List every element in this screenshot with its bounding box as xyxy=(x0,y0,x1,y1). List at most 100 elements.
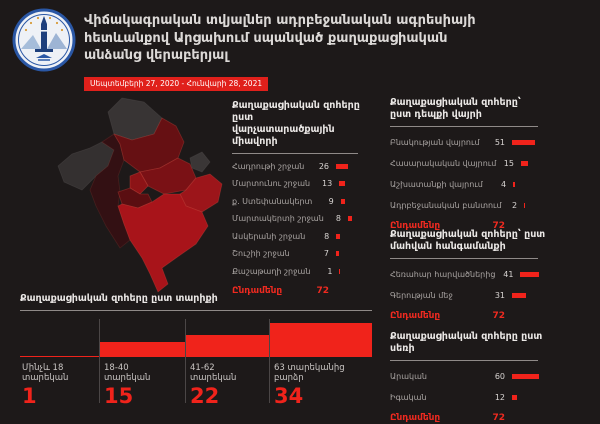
age-value: 22 xyxy=(190,384,220,408)
stat-value: 31 xyxy=(494,290,505,300)
section-title-line: Քաղաքացիական զոհերը՝ xyxy=(390,97,521,108)
section-by-place: Քաղաքացիական զոհերը՝ ըստ դեպքի վայրի Բնակ… xyxy=(390,97,546,232)
age-bar xyxy=(270,323,372,357)
stat-value: 41 xyxy=(503,269,514,279)
stat-bar xyxy=(336,233,340,239)
age-category-line: 63 տարեկանից xyxy=(274,363,345,373)
stat-bar-track xyxy=(520,271,546,277)
stat-bar xyxy=(512,139,535,145)
artsakh-ombudsman-logo xyxy=(12,8,76,72)
age-category-line: 41-62 xyxy=(190,363,215,373)
stat-row: Աշխատանքի վայրում 4 xyxy=(390,178,546,190)
age-bar xyxy=(100,342,185,357)
map-region-hadrut xyxy=(117,193,209,293)
age-bar xyxy=(20,356,99,357)
stat-row: Շուշիի շրջան 7 xyxy=(232,248,378,259)
section-title-line: վարչատարածքային միավորի xyxy=(232,124,335,147)
total-row: Ընդամենը 72 xyxy=(390,310,546,322)
stat-row: Հասարակական վայրում 15 xyxy=(390,157,546,169)
stat-bar xyxy=(520,160,528,166)
section-title: Քաղաքացիական զոհերը՝ ըստ մահվան հանգամանք… xyxy=(390,229,546,253)
total-label: Ընդամենը xyxy=(390,311,441,321)
section-by-admin-unit: Քաղաքացիական զոհերը ըստ վարչատարածքային մ… xyxy=(232,100,378,297)
stat-bar-track xyxy=(512,139,546,145)
stat-label: Գերության մեջ xyxy=(390,290,453,300)
total-label: Ընդամենը xyxy=(232,286,283,296)
section-title-line: Քաղաքացիական զոհերը՝ ըստ xyxy=(390,229,546,240)
stat-bar xyxy=(513,181,515,187)
date-range-badge: Սեպտեմբերի 27, 2020 - Հունվարի 28, 2021 xyxy=(84,77,269,91)
total-label: Ընդամենը xyxy=(390,221,441,231)
stat-bar-track xyxy=(336,233,378,239)
total-row: Ընդամենը 72 xyxy=(232,286,378,297)
age-category-line: 18-40 xyxy=(104,363,129,373)
stat-label: Հադրութի շրջան xyxy=(232,161,305,171)
stat-label: Հասարակական վայրում xyxy=(390,158,497,168)
stat-bar-track xyxy=(347,216,378,221)
page-title: Վիճակագրական տվյալներ ադրբեջանական ագրես… xyxy=(84,12,570,65)
stat-value: 13 xyxy=(322,179,333,188)
stat-label: Մարտակերտի շրջան xyxy=(232,214,324,223)
age-divider xyxy=(99,319,100,403)
stat-value: 1 xyxy=(327,266,333,276)
total-value: 72 xyxy=(492,413,505,423)
age-category-line: բարձր xyxy=(274,373,304,383)
stat-label: ք. Ստեփանակերտ xyxy=(232,196,313,206)
stat-bar xyxy=(512,373,539,379)
total-label: Ընդամենը xyxy=(390,413,441,423)
stat-bar-track xyxy=(512,394,546,400)
section-title-line: մահվան հանգամանքի xyxy=(390,241,506,252)
stat-bar-track xyxy=(512,373,546,379)
stat-bar xyxy=(512,292,526,298)
title-line-2: հետևանքով Արցախում սպանված քաղաքացիական xyxy=(84,30,448,46)
stat-value: 15 xyxy=(503,158,514,168)
stat-bar xyxy=(336,251,340,256)
stat-bar xyxy=(512,394,518,400)
stat-bar-track xyxy=(336,251,378,256)
stat-label: Մարտունու շրջան xyxy=(232,179,311,188)
stat-row: Ադրբեջանական բանտում 2 xyxy=(390,199,546,211)
stat-label: Հեռահար հարվածներից xyxy=(390,269,496,279)
stat-rows: Հադրութի շրջան 26 Մարտունու շրջան 13 ք. Ստեփ… xyxy=(232,161,378,297)
age-divider xyxy=(185,319,186,403)
section-title: Քաղաքացիական զոհերը ըստ վարչատարածքային մ… xyxy=(232,100,378,148)
stat-bar-track xyxy=(339,268,378,274)
stat-label: Ասկերանի շրջան xyxy=(232,231,306,241)
stat-value: 12 xyxy=(494,392,505,402)
section-title: Քաղաքացիական զոհերը ըստ սեռի xyxy=(390,331,546,355)
stat-bar-track xyxy=(524,202,546,208)
stat-value: 4 xyxy=(500,179,507,189)
section-by-circumstance: Քաղաքացիական զոհերը՝ ըստ մահվան հանգամանք… xyxy=(390,229,546,322)
section-by-age: Քաղաքացիական զոհերը ըստ տարիքի Մինչև 18 տ… xyxy=(20,293,372,411)
section-by-sex: Քաղաքացիական զոհերը ըստ սեռի Արական 60 Իգա… xyxy=(390,331,546,424)
section-title: Քաղաքացիական զոհերը՝ ըստ դեպքի վայրի xyxy=(390,97,546,121)
section-divider xyxy=(390,360,538,361)
stat-bar xyxy=(336,163,348,169)
section-title-line: Քաղաքացիական զոհերը ըստ xyxy=(232,100,360,123)
title-line-3: անձանց վերաբերյալ xyxy=(84,48,229,63)
stat-label: Արական xyxy=(390,371,427,381)
stat-value: 8 xyxy=(335,214,341,223)
section-divider xyxy=(390,126,538,127)
section-divider xyxy=(390,258,538,259)
stat-bar-track xyxy=(520,160,546,166)
stat-bar-track xyxy=(340,198,378,204)
stat-bar-track xyxy=(336,163,378,169)
stat-row: Քաշաթաղի շրջան 1 xyxy=(232,266,378,277)
stat-bar xyxy=(340,198,345,204)
stat-label: Շուշիի շրջան xyxy=(232,249,290,258)
age-category: 18-40 տարեկան 15 xyxy=(104,363,150,407)
stat-row: Հեռահար հարվածներից 41 xyxy=(390,268,546,280)
stat-row: Իգական 12 xyxy=(390,391,546,403)
map-region-surrounding-east xyxy=(189,151,211,173)
stat-row: Մարտունու շրջան 13 xyxy=(232,178,378,189)
stat-value: 7 xyxy=(323,249,329,258)
stat-value: 26 xyxy=(318,161,329,171)
stat-row: Հադրութի շրջան 26 xyxy=(232,161,378,172)
emblem-icon xyxy=(12,8,76,72)
age-category-line: տարեկան xyxy=(104,373,151,383)
age-category: 41-62 տարեկան 22 xyxy=(190,363,236,407)
total-value: 72 xyxy=(316,286,329,296)
map-region-stepanakert xyxy=(129,171,149,195)
stat-bar xyxy=(339,268,341,274)
